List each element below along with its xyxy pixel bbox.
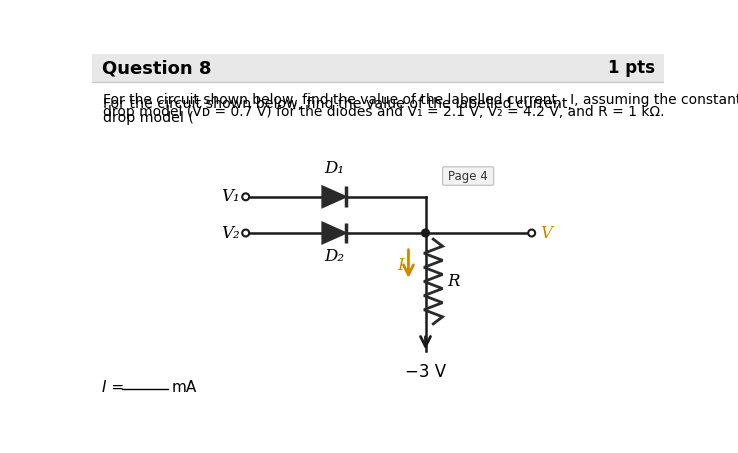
Text: D₁: D₁ [324,160,344,177]
Text: R: R [447,273,460,290]
Text: Page 4: Page 4 [448,169,488,183]
Text: For the circuit shown below, find the value of the labelled current,: For the circuit shown below, find the va… [103,97,576,111]
Text: V₂: V₂ [221,225,240,241]
Text: V₁: V₁ [221,188,240,205]
Text: Question 8: Question 8 [102,59,211,77]
Text: drop model (Vᴅ = 0.7 V) for the diodes and V₁ = 2.1 V, V₂ = 4.2 V, and R = 1 kΩ.: drop model (Vᴅ = 0.7 V) for the diodes a… [103,105,665,119]
Polygon shape [323,187,345,207]
Circle shape [421,229,430,237]
Text: −3 V: −3 V [405,363,446,381]
Text: For the circuit shown below, find the value of the labelled current,  I, assumin: For the circuit shown below, find the va… [103,93,738,107]
Text: D₂: D₂ [324,248,344,265]
Polygon shape [323,222,345,243]
Circle shape [528,230,535,236]
FancyBboxPatch shape [443,167,494,185]
Text: V: V [540,225,552,241]
Bar [92,54,664,82]
Circle shape [242,193,249,200]
Text: I: I [397,257,404,274]
Text: mA: mA [172,380,197,395]
Text: I =: I = [102,380,124,395]
Circle shape [242,230,249,236]
Text: 1 pts: 1 pts [608,59,655,77]
Text: drop model (: drop model ( [103,111,194,125]
